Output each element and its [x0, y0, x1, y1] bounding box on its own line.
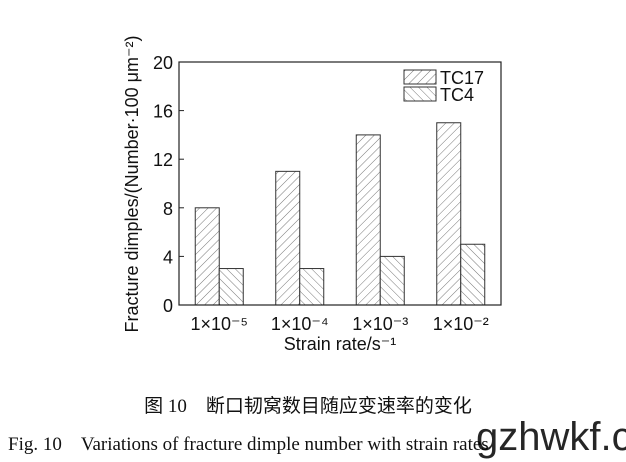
y-tick-label: 4	[163, 247, 173, 267]
y-tick-label: 16	[153, 102, 173, 122]
legend-swatch-tc4	[403, 86, 437, 102]
bar-tc17-3	[436, 122, 462, 306]
x-tick-label: 1×10⁻²	[433, 314, 489, 334]
x-tick-label: 1×10⁻³	[352, 314, 408, 334]
bar-tc17-0	[194, 207, 220, 306]
y-tick-label: 8	[163, 199, 173, 219]
legend-label-tc17: TC17	[440, 68, 484, 88]
legend-swatch-tc17	[403, 69, 437, 85]
watermark: gzhwkf.com	[476, 415, 626, 459]
bar-tc4-2	[379, 255, 405, 306]
bar-tc4-0	[218, 268, 244, 306]
y-tick-label: 20	[153, 53, 173, 73]
x-axis-label: Strain rate/s⁻¹	[284, 334, 397, 354]
x-tick-label: 1×10⁻⁴	[271, 314, 329, 334]
caption-chinese: 图 10 断口韧窝数目随应变速率的变化	[144, 395, 472, 417]
y-tick-label: 12	[153, 150, 173, 170]
legend-label-tc4: TC4	[440, 85, 474, 105]
bar-tc4-1	[299, 268, 325, 306]
bar-tc17-1	[275, 170, 301, 306]
plot-frame	[178, 61, 502, 306]
y-tick-label: 0	[163, 296, 173, 316]
bar-tc4-3	[460, 243, 486, 306]
caption-english: Fig. 10 Variations of fracture dimple nu…	[8, 434, 489, 455]
y-axis-label: Fracture dimples/(Number·100 μm⁻²)	[122, 36, 142, 333]
x-tick-label: 1×10⁻⁵	[190, 314, 248, 334]
bar-tc17-2	[355, 134, 381, 306]
